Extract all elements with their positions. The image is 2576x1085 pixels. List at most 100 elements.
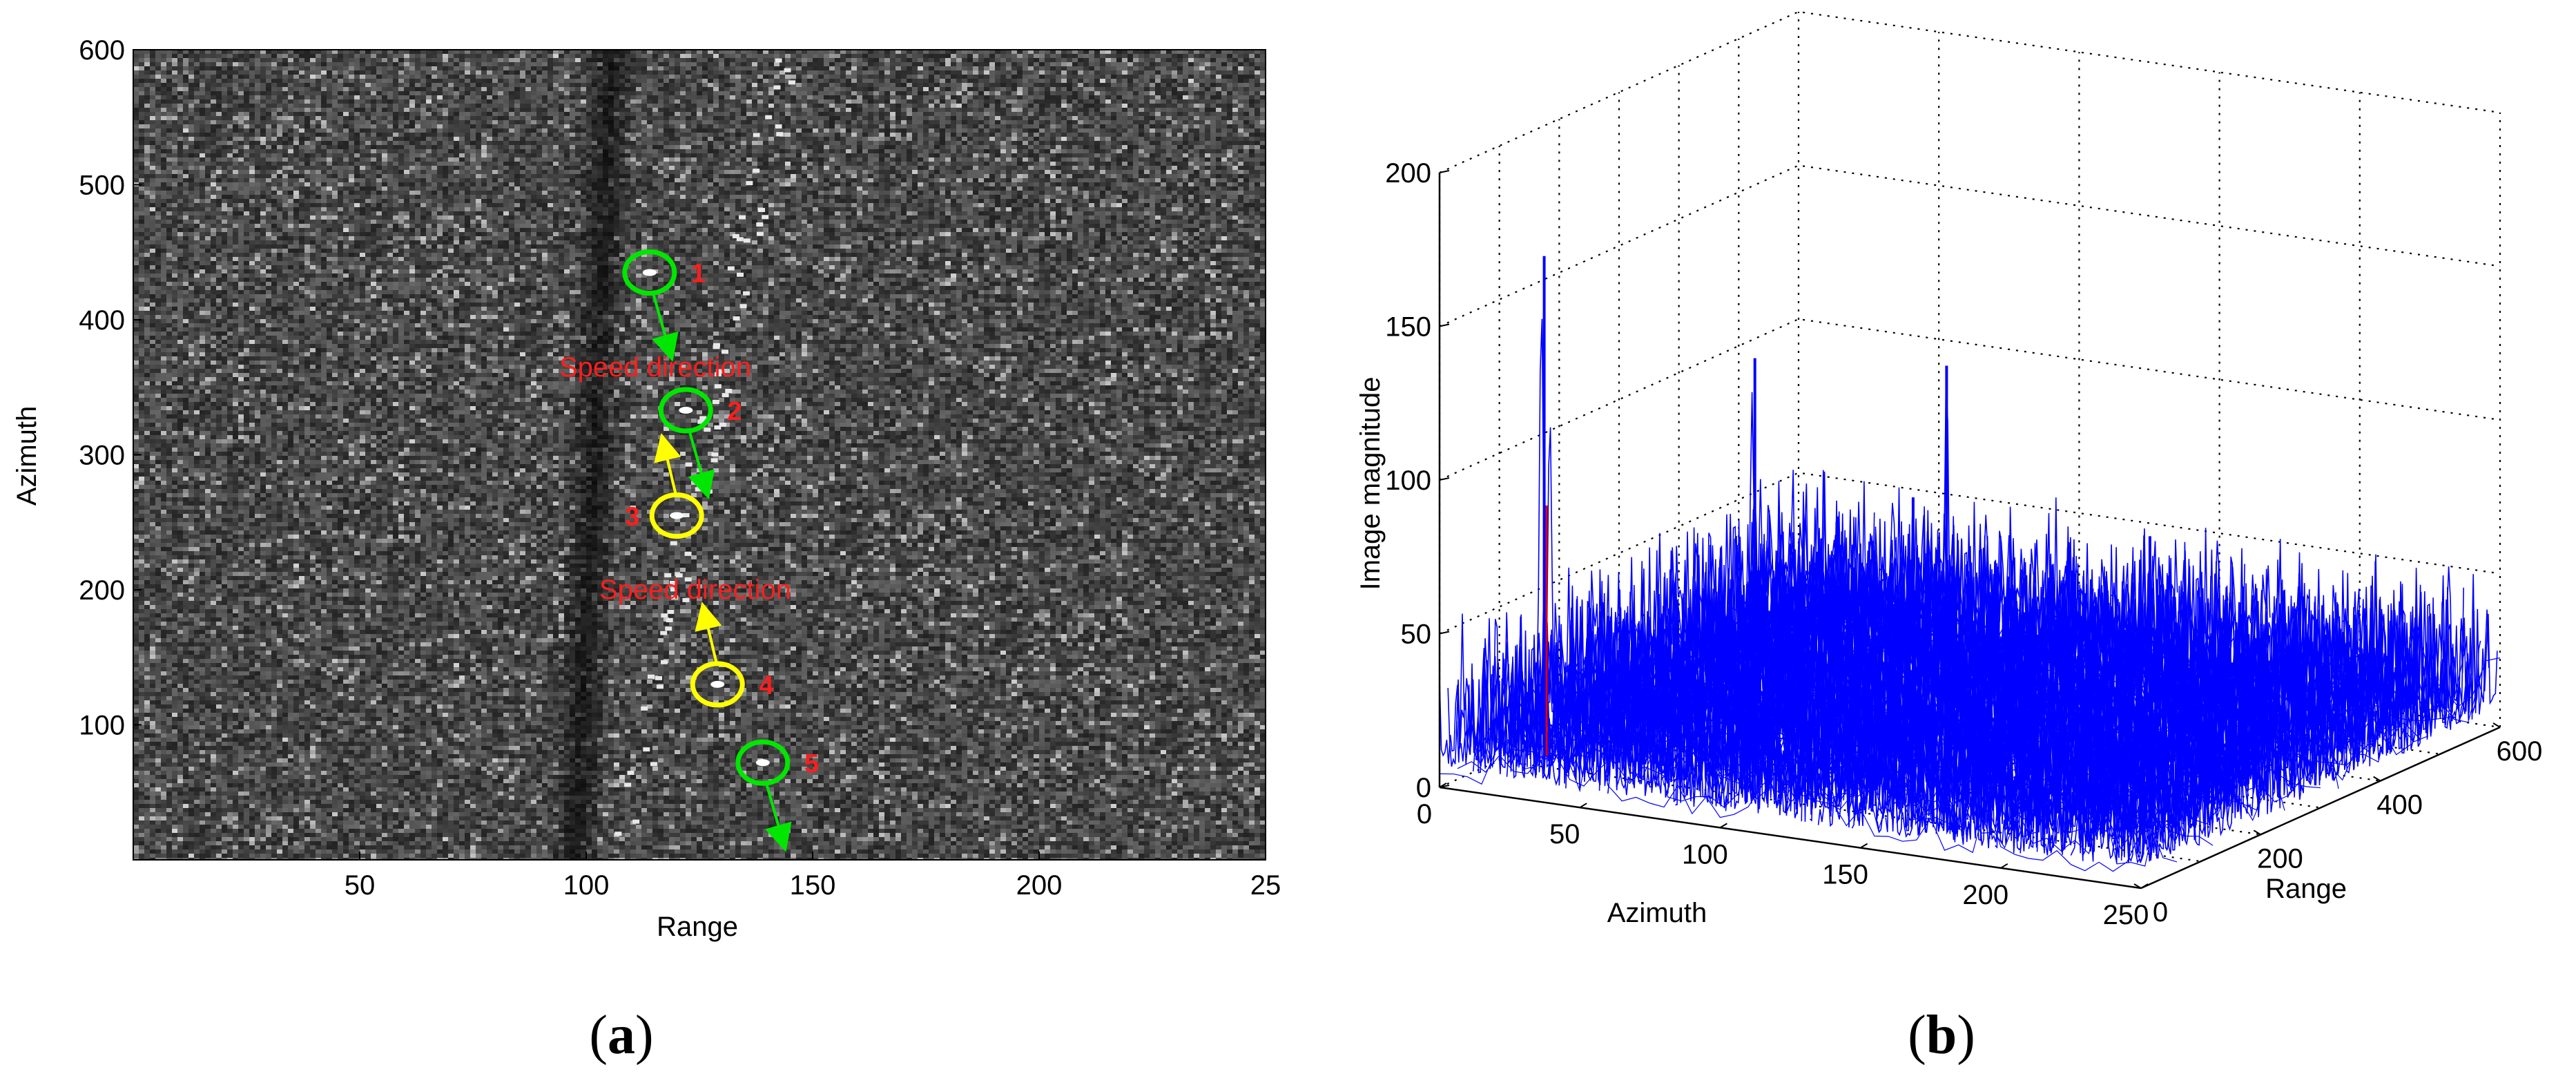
speckle-cell [724, 62, 730, 66]
speckle-cell [1100, 141, 1105, 145]
speckle-cell [862, 75, 868, 79]
speckle-cell [150, 120, 155, 124]
speckle-cell [873, 62, 879, 66]
speckle-cell [989, 66, 995, 70]
speckle-cell [548, 108, 553, 112]
speckle-cell [592, 83, 597, 87]
speckle-cell [1067, 141, 1072, 145]
speckle-cell [995, 70, 1000, 75]
speckle-cell [669, 75, 675, 79]
speckle-cell [962, 75, 967, 79]
speckle-cell [211, 108, 216, 112]
speckle-cell [1011, 141, 1017, 145]
speckle-cell [1166, 137, 1172, 141]
speckle-cell [840, 66, 846, 70]
speckle-cell [1188, 58, 1194, 62]
speckle-cell [636, 133, 641, 137]
speckle-cell [1144, 83, 1150, 87]
speckle-cell [531, 104, 536, 108]
speckle-cell [625, 58, 630, 62]
speckle-cell [791, 91, 796, 95]
speckle-cell [393, 145, 398, 149]
speckle-cell [542, 99, 548, 104]
speckle-cell [768, 62, 774, 66]
speckle-cell [1127, 112, 1133, 116]
speckle-cell [1199, 116, 1205, 120]
speckle-cell [503, 66, 509, 70]
speckle-cell [354, 108, 360, 112]
speckle-cell [873, 87, 879, 91]
speckle-cell [1238, 145, 1243, 149]
speckle-cell [884, 54, 890, 58]
speckle-cell [1260, 112, 1266, 116]
speckle-cell [1089, 104, 1094, 108]
speckle-cell [895, 62, 901, 66]
speckle-cell [835, 124, 840, 128]
speckle-cell [669, 116, 675, 120]
speckle-cell [548, 54, 553, 58]
speckle-cell [724, 128, 730, 133]
speckle-cell [1100, 62, 1105, 66]
speckle-cell [785, 95, 791, 99]
speckle-cell [752, 58, 757, 62]
speckle-cell [139, 124, 144, 128]
speckle-cell [669, 120, 675, 124]
speckle-cell [862, 104, 868, 108]
speckle-cell [818, 58, 824, 62]
speckle-cell [548, 141, 553, 145]
speckle-cell [426, 75, 432, 79]
speckle-cell [1227, 99, 1232, 104]
speckle-cell [509, 108, 514, 112]
speckle-cell [310, 95, 316, 99]
speckle-cell [1144, 128, 1150, 133]
speckle-cell [818, 95, 824, 99]
speckle-cell [161, 75, 166, 79]
speckle-cell [1127, 58, 1133, 62]
speckle-cell [531, 75, 536, 79]
speckle-cell [785, 108, 791, 112]
speckle-cell [398, 149, 404, 153]
speckle-cell [1127, 116, 1133, 120]
speckle-cell [1216, 124, 1221, 128]
speckle-cell [503, 124, 509, 128]
speckle-cell [222, 133, 227, 137]
speckle-cell [564, 120, 570, 124]
speckle-cell [1050, 145, 1056, 149]
speckle-cell [139, 79, 144, 83]
speckle-cell [719, 58, 724, 62]
speckle-cell [404, 128, 409, 133]
speckle-cell [354, 116, 360, 120]
speckle-cell [498, 54, 503, 58]
speckle-cell [338, 58, 343, 62]
speckle-cell [1056, 66, 1061, 70]
speckle-cell [470, 99, 476, 104]
speckle-cell [1205, 124, 1210, 128]
speckle-cell [940, 54, 945, 58]
speckle-cell [1039, 112, 1045, 116]
speckle-cell [686, 50, 691, 54]
speckle-cell [211, 145, 216, 149]
speckle-cell [1260, 91, 1266, 95]
speckle-cell [962, 99, 967, 104]
speckle-cell [1105, 83, 1111, 87]
speckle-cell [454, 141, 459, 145]
speckle-cell [708, 58, 713, 62]
speckle-cell [890, 137, 895, 141]
speckle-cell [443, 79, 448, 83]
speckle-cell [741, 70, 746, 75]
speckle-cell [1172, 120, 1177, 124]
speckle-cell [1011, 66, 1017, 70]
speckle-cell [962, 83, 967, 87]
speckle-cell [282, 112, 288, 116]
speckle-cell [713, 133, 719, 137]
speckle-cell [376, 137, 382, 141]
speckle-cell [1056, 137, 1061, 141]
speckle-cell [1155, 120, 1161, 124]
speckle-cell [183, 104, 188, 108]
speckle-cell [636, 95, 641, 99]
speckle-cell [509, 87, 514, 91]
speckle-cell [514, 70, 520, 75]
speckle-cell [1078, 83, 1083, 87]
speckle-cell [1105, 108, 1111, 112]
speckle-cell [415, 149, 420, 153]
